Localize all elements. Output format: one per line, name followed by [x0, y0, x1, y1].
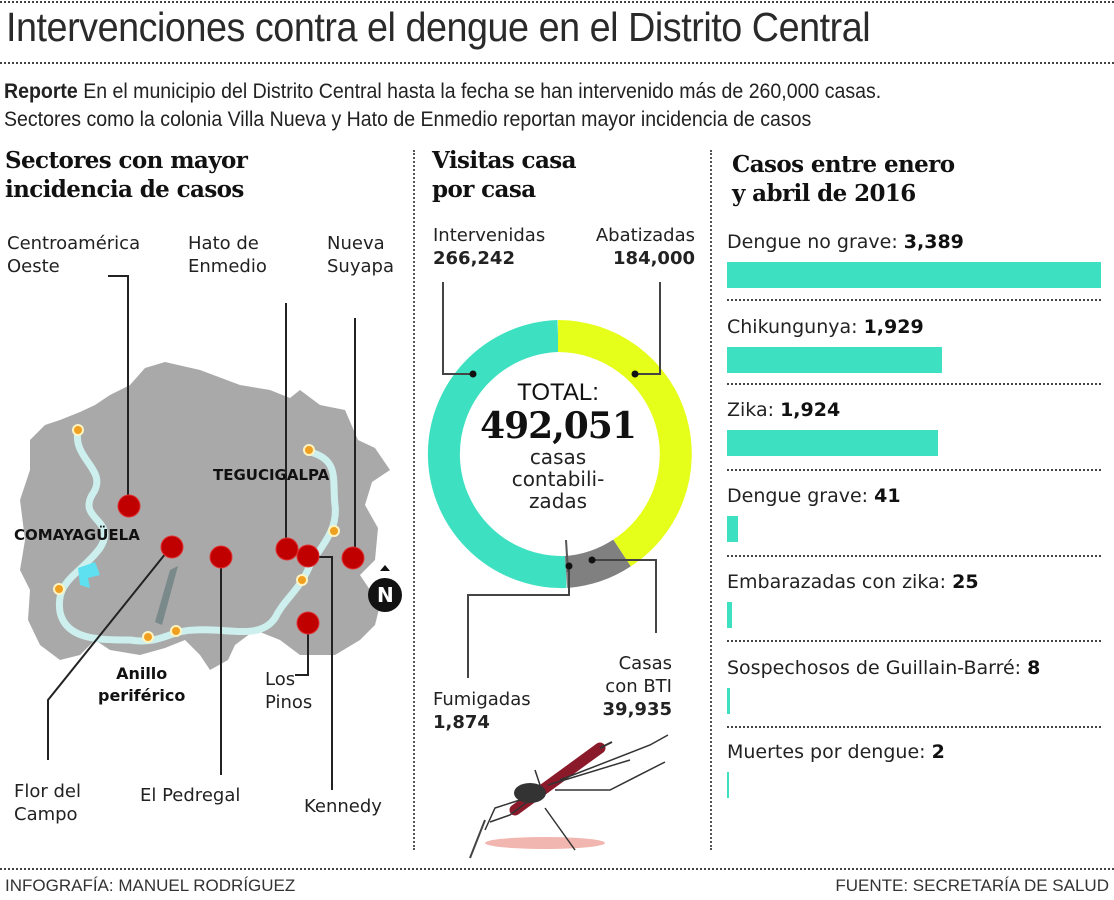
marker-flor-del-campo: [160, 535, 184, 559]
donut-segment-bti: [564, 539, 631, 588]
city-label-tegucigalpa: TEGUCIGALPA: [213, 466, 330, 484]
visits-heading: Visitas casa por casa: [432, 147, 577, 203]
marker-el-pedregal: [209, 545, 233, 569]
bar-row-dengue-grave: Dengue grave: 41: [727, 484, 1101, 542]
legend-abatizadas: Abatizadas 184,000: [595, 225, 695, 269]
bar-guillain-barre: [727, 688, 730, 714]
marker-hato-de-enmedio: [275, 537, 299, 561]
legend-fumigadas: Fumigadas 1,874: [433, 689, 531, 733]
cases-heading: Casos entre enero y abril de 2016: [732, 151, 955, 207]
bar-embarazadas-zika: [727, 602, 732, 628]
title-divider: [0, 62, 1114, 64]
total-value: 492,051: [480, 405, 637, 447]
footer-divider: [0, 868, 1114, 870]
bar-row-zika: Zika: 1,924: [727, 398, 1101, 456]
top-divider: [0, 1, 1114, 3]
legend-casas-con-bti: Casas con BTI 39,935: [602, 653, 672, 720]
marker-centroamerica-oeste: [117, 494, 141, 518]
row-divider: [727, 383, 1101, 385]
donut-segment-abatizadas: [557, 320, 692, 567]
intro-line-1: En el municipio del Distrito Central has…: [77, 80, 882, 103]
sector-label-centroamerica-oeste: Centroamérica Oeste: [7, 233, 141, 277]
map-heading: Sectores con mayor incidencia de casos: [5, 147, 248, 203]
legend-intervenidas: Intervenidas 266,242: [433, 225, 546, 269]
bar-muertes-dengue: [727, 772, 729, 798]
bar-chikungunya: [727, 347, 942, 373]
sector-label-flor-del-campo: Flor del Campo: [14, 781, 81, 825]
mosquito-illustration: [469, 734, 669, 859]
bar-dengue-no-grave: [727, 262, 1101, 288]
row-divider: [727, 469, 1101, 471]
column-divider-2: [710, 150, 712, 850]
total-caption: casas contabili- zadas: [511, 445, 605, 513]
city-label-comayaguela: COMAYAGÜELA: [14, 526, 140, 544]
district-map: [20, 275, 402, 790]
sector-label-kennedy: Kennedy: [304, 796, 382, 817]
sector-label-los-pinos: Los Pinos: [265, 669, 313, 713]
north-label: N: [377, 583, 394, 607]
donut-segment-intervenidas: [427, 320, 567, 589]
sector-label-nueva-suyapa: Nueva Suyapa: [327, 233, 394, 277]
donut-total: TOTAL: 492,051 casas contabili- zadas: [468, 379, 648, 513]
page-title: Intervenciones contra el dengue en el Di…: [6, 4, 871, 50]
row-divider: [727, 640, 1101, 642]
credit-text: INFOGRAFÍA: MANUEL RODRÍGUEZ: [5, 876, 296, 895]
intro-lead: Reporte: [4, 80, 78, 103]
map-nodes: [53, 424, 340, 643]
bar-zika: [727, 430, 938, 456]
marker-los-pinos: [296, 611, 320, 635]
bar-dengue-grave: [727, 516, 738, 542]
source-text: FUENTE: SECRETARÍA DE SALUD: [835, 876, 1109, 895]
incidence-markers: [117, 494, 365, 635]
north-arrow-icon: [368, 565, 402, 612]
column-divider-1: [413, 150, 415, 850]
map-land: [20, 362, 390, 670]
marker-kennedy: [296, 544, 320, 568]
row-divider: [727, 555, 1101, 557]
ring-road-label: Anillo periférico: [98, 664, 186, 705]
row-divider: [727, 726, 1101, 728]
intro-line-2: Sectores como la colonia Villa Nueva y H…: [4, 108, 812, 131]
sector-label-hato-de-enmedio: Hato de Enmedio: [188, 233, 267, 277]
bar-row-chikungunya: Chikungunya: 1,929: [727, 315, 1101, 373]
row-divider: [727, 299, 1101, 301]
bar-row-embarazadas-zika: Embarazadas con zika: 25: [727, 570, 1101, 628]
bar-row-muertes-dengue: Muertes por dengue: 2: [727, 740, 1101, 798]
bar-row-guillain-barre: Sospechosos de Guillain-Barré: 8: [727, 656, 1101, 714]
bar-row-dengue-no-grave: Dengue no grave: 3,389: [727, 230, 1101, 288]
marker-nueva-suyapa: [341, 546, 365, 570]
sector-label-el-pedregal: El Pedregal: [140, 785, 241, 806]
intro-text: Reporte En el municipio del Distrito Cen…: [4, 78, 881, 134]
total-label: TOTAL:: [517, 379, 599, 406]
